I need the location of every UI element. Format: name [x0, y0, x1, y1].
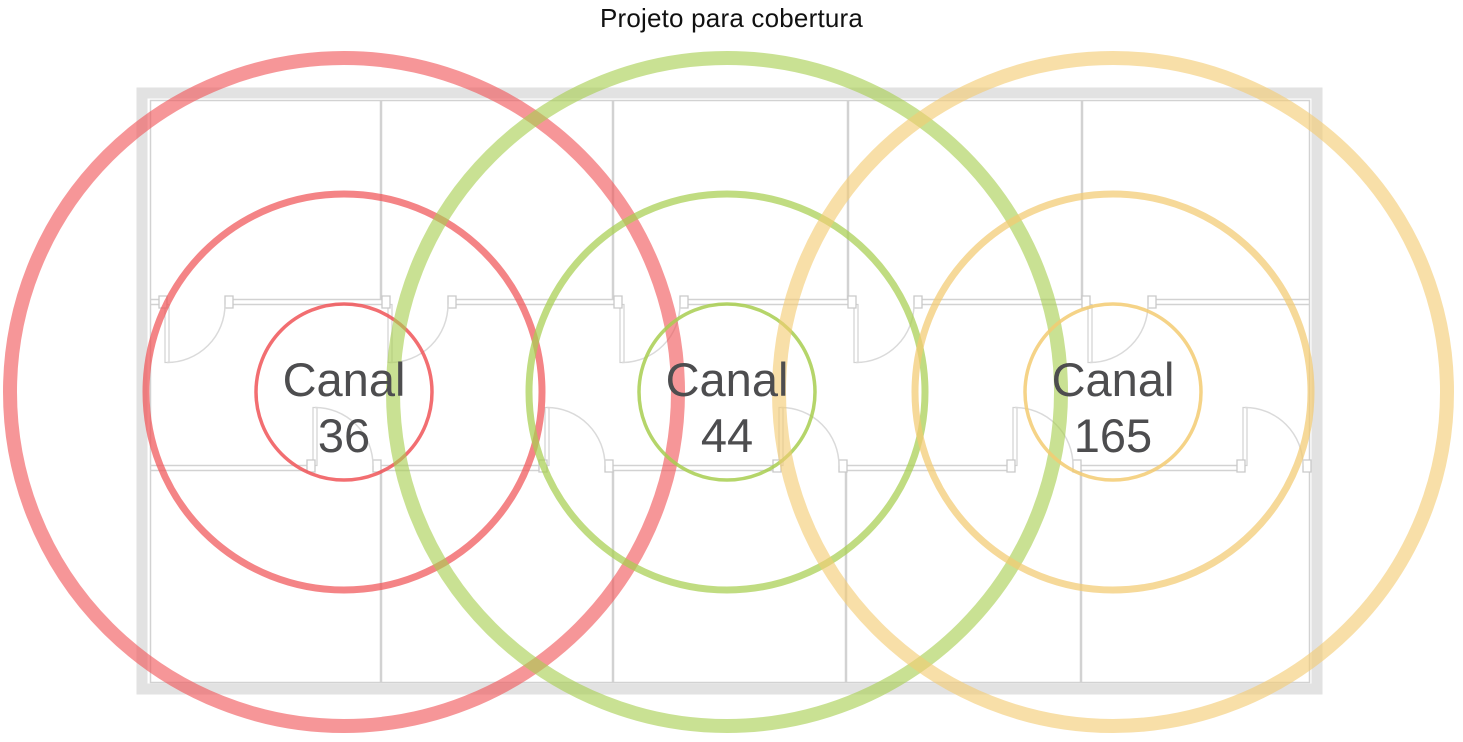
coverage-ring-36-r2 [3, 51, 685, 733]
door-arcs-bottom [314, 406, 1304, 466]
channel-number: 36 [317, 409, 371, 462]
channel-word: Canal [665, 353, 789, 406]
coverage-ring-36-r0 [254, 302, 434, 482]
coverage-ring-44-r2 [386, 51, 1068, 733]
coverage-rings [3, 51, 1454, 733]
channel-label-165: Canal 165 [1052, 352, 1175, 464]
diagram-title: Projeto para cobertura [599, 3, 864, 33]
coverage-ring-44-r0 [637, 302, 817, 482]
outer-wall [136, 87, 1323, 695]
channel-number: 44 [700, 409, 754, 462]
coverage-ring-165-r1 [911, 190, 1315, 594]
channel-word: Canal [1051, 353, 1175, 406]
channel-label-36: Canal 36 [283, 352, 406, 464]
channel-number: 165 [1073, 409, 1153, 462]
coverage-ring-165-r2 [772, 51, 1454, 733]
door-arcs-top [166, 304, 1149, 364]
channel-label-44: Canal 44 [666, 352, 789, 464]
coverage-ring-36-r1 [142, 190, 546, 594]
channel-word: Canal [282, 353, 406, 406]
coverage-ring-165-r0 [1023, 302, 1203, 482]
coverage-ring-44-r1 [525, 190, 929, 594]
